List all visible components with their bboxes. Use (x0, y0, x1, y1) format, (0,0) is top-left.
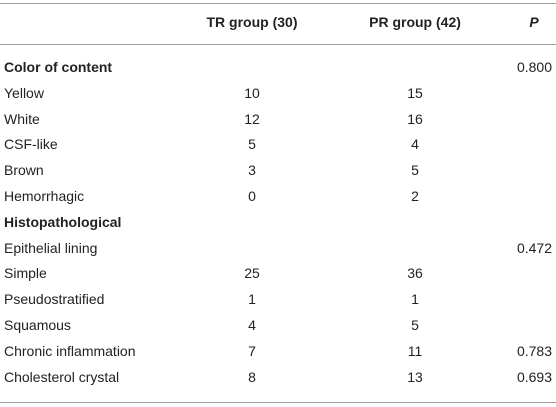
pr-count: 4 (411, 136, 419, 153)
tr-count: 0 (248, 188, 256, 204)
row-label: Chronic inflammation (4, 342, 136, 359)
pr-count: 5 (411, 162, 419, 179)
tr-count: 8 (248, 368, 256, 385)
row-label: Brown (4, 162, 44, 179)
tr-count: 1 (248, 291, 256, 308)
pr-count: 15 (407, 84, 423, 101)
row-label: Simple (4, 265, 47, 282)
pr-count: 11 (407, 342, 423, 359)
tr-count: 4 (248, 317, 256, 333)
header-cell: TR group (30) (206, 14, 298, 30)
pr-count: 1 (411, 291, 419, 308)
row-label: CSF-like (4, 136, 58, 153)
pr-count: 2 (411, 188, 419, 204)
top-rule (0, 3, 556, 4)
p-value: 0.783 (516, 342, 552, 359)
row-label: White (4, 110, 40, 127)
tr-count: 3 (248, 162, 256, 179)
p-value: 0.693 (516, 368, 552, 385)
pr-count: 36 (407, 265, 423, 282)
row-label: Squamous (4, 317, 71, 333)
row-label: Yellow (4, 84, 44, 101)
tr-count: 7 (248, 342, 256, 359)
header-rule (0, 44, 556, 45)
row-label: Hemorrhagic (4, 188, 85, 204)
p-value: 0.472 (516, 239, 552, 256)
tr-count: 10 (244, 84, 260, 101)
section-label: Histopathological (4, 213, 122, 230)
pr-count: 13 (407, 368, 423, 385)
header-cell: P (529, 14, 539, 30)
tr-count: 25 (244, 265, 260, 282)
row-label: Pseudostratified (4, 291, 105, 308)
header-cell: PR group (42) (369, 14, 461, 30)
section-label: Color of content (4, 59, 113, 75)
pr-count: 5 (411, 317, 419, 333)
row-label: Epithelial lining (4, 239, 98, 256)
pr-count: 16 (407, 110, 423, 127)
row-label: Cholesterol crystal (4, 368, 120, 385)
p-value: 0.800 (516, 59, 552, 75)
bottom-rule (0, 402, 556, 403)
tr-count: 5 (248, 136, 256, 153)
tr-count: 12 (244, 110, 260, 127)
